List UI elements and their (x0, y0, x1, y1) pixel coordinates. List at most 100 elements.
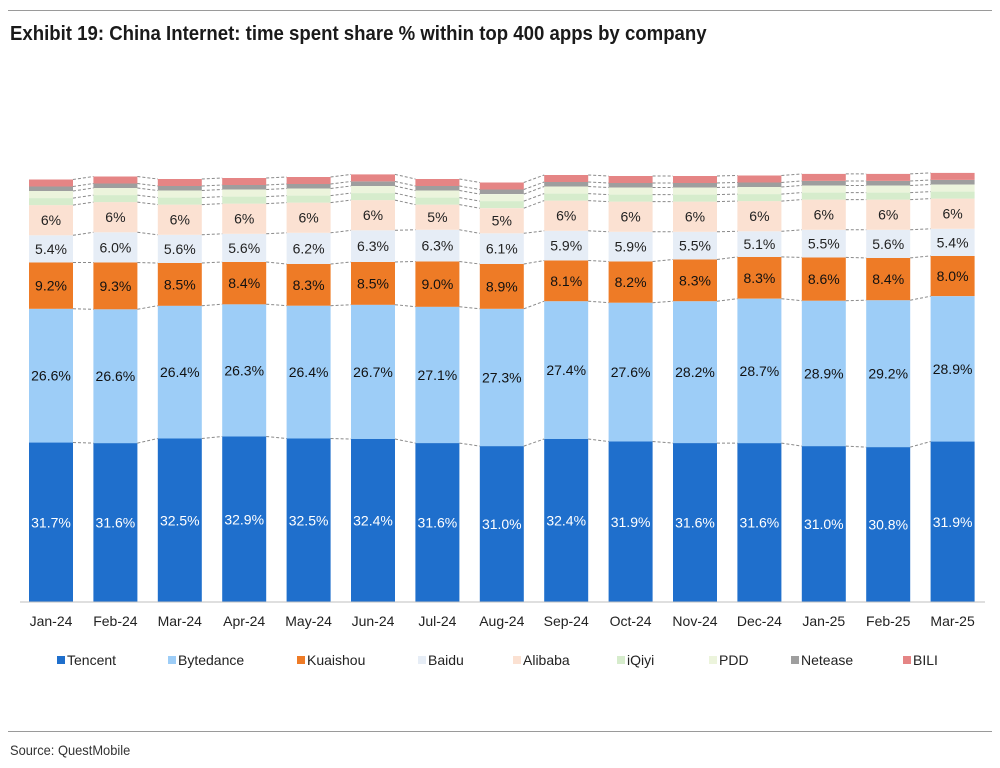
bar-segment-netease-sep-24 (544, 182, 589, 187)
connector-alibaba-7 (523, 200, 545, 209)
connector-iqiyi-6 (459, 197, 480, 202)
connector-alibaba-0 (72, 201, 94, 206)
bar-segment-baidu-feb-24 (93, 232, 138, 263)
connector-alibaba-4 (330, 199, 352, 204)
bar-segment-netease-jan-24 (29, 186, 73, 191)
x-axis: Jan-24 Feb-24 Mar-24 Apr-24 May-24 Jun-24 Jul-… (20, 601, 985, 629)
bar-segment-pdd-dec-24 (737, 187, 782, 194)
connector-bili-5 (394, 173, 416, 180)
bar-segment-bytedance-may-24 (286, 305, 331, 439)
connector-bili-7 (523, 174, 545, 183)
connector-kuaishou-1 (137, 262, 158, 264)
legend-label-iqiyi: iQiyi (627, 652, 655, 668)
data-label-kuaishou-may-24: 8.3% (293, 277, 325, 293)
data-label-baidu-mar-24: 5.6% (164, 241, 196, 257)
data-label-tencent-mar-25: 31.9% (933, 514, 973, 530)
bar-segment-bytedance-jan-24 (29, 308, 73, 443)
bar-segment-kuaishou-may-24 (286, 264, 331, 306)
data-label-alibaba-sep-24: 6% (556, 208, 576, 224)
connector-tencent-4 (330, 438, 352, 440)
data-label-kuaishou-mar-25: 8.0% (937, 268, 969, 284)
bar-segment-kuaishou-dec-24 (737, 256, 782, 299)
data-label-bytedance-jun-24: 26.7% (353, 364, 393, 380)
connector-tencent-7 (523, 438, 545, 447)
bar-segment-bili-jan-25 (801, 173, 846, 181)
legend-swatch-baidu (418, 656, 426, 664)
connector-baidu-2 (201, 233, 223, 236)
connector-alibaba-3 (266, 202, 287, 205)
connector-baidu-5 (394, 229, 416, 231)
data-label-alibaba-feb-24: 6% (105, 209, 125, 225)
bar-segment-bili-mar-25 (930, 172, 975, 180)
connector-kuaishou-4 (330, 261, 352, 265)
x-tick-label-dec-24: Dec-24 (737, 613, 782, 629)
bar-segment-bili-jan-24 (29, 179, 73, 187)
legend-item-iqiyi: iQiyi (617, 652, 654, 668)
legend-label-netease: Netease (801, 652, 854, 668)
data-label-baidu-nov-24: 5.5% (679, 238, 711, 254)
data-label-baidu-dec-24: 5.1% (743, 236, 775, 252)
x-tick-label-jul-24: Jul-24 (418, 613, 456, 629)
legend-item-pdd: PDD (709, 652, 749, 668)
data-label-bytedance-apr-24: 26.3% (224, 362, 264, 378)
bar-segment-tencent-dec-24 (737, 443, 782, 602)
legend-label-bili: BILI (913, 652, 938, 668)
data-label-kuaishou-sep-24: 8.1% (550, 273, 582, 289)
connector-netease-0 (72, 183, 94, 187)
bar-segment-alibaba-aug-24 (479, 208, 524, 234)
bar-segment-iqiyi-feb-24 (93, 195, 138, 203)
connector-bytedance-12 (845, 299, 867, 302)
connector-kuaishou-2 (201, 261, 223, 264)
bar-segment-tencent-feb-24 (93, 443, 138, 602)
connector-pdd-3 (266, 188, 287, 190)
bar-segment-tencent-jul-24 (415, 443, 460, 602)
connector-bytedance-10 (716, 298, 738, 302)
connector-tencent-9 (652, 441, 674, 444)
bar-segment-kuaishou-apr-24 (222, 262, 267, 305)
data-label-alibaba-nov-24: 6% (685, 209, 705, 225)
bar-segment-pdd-oct-24 (608, 187, 653, 195)
legend-item-baidu: Baidu (418, 652, 464, 668)
bar-segment-netease-jan-25 (801, 181, 846, 186)
legend-swatch-bili (903, 656, 911, 664)
bar-segment-baidu-dec-24 (737, 231, 782, 257)
connector-bytedance-5 (394, 304, 416, 308)
x-tick-label-apr-24: Apr-24 (223, 613, 265, 629)
data-label-kuaishou-jun-24: 8.5% (357, 275, 389, 291)
bar-segment-tencent-mar-25 (930, 441, 975, 602)
bar-segment-bili-jul-24 (415, 179, 460, 186)
connector-bytedance-11 (781, 298, 802, 302)
bar-segment-iqiyi-sep-24 (544, 193, 589, 201)
connector-baidu-7 (523, 230, 545, 234)
data-label-bytedance-oct-24: 27.6% (611, 364, 651, 380)
data-label-tencent-feb-25: 30.8% (868, 517, 908, 533)
data-label-bytedance-jul-24: 27.1% (418, 367, 458, 383)
connector-pdd-8 (588, 186, 609, 188)
bar-segment-iqiyi-jan-25 (801, 192, 846, 200)
legend-item-tencent: Tencent (57, 652, 116, 668)
bar-segment-iqiyi-may-24 (286, 195, 331, 203)
connector-kuaishou-8 (588, 260, 609, 262)
bar-segment-kuaishou-aug-24 (479, 264, 524, 309)
connector-pdd-13 (910, 184, 931, 186)
bottom-rule (8, 731, 992, 732)
source-note: Source: QuestMobile (10, 742, 131, 758)
connector-iqiyi-2 (201, 196, 223, 199)
connector-bili-0 (72, 176, 94, 180)
connector-bytedance-7 (523, 300, 545, 310)
bar-segment-iqiyi-apr-24 (222, 196, 267, 204)
connector-baidu-1 (137, 231, 158, 236)
bar-segment-bili-feb-25 (866, 173, 911, 181)
bar-segment-netease-oct-24 (608, 183, 653, 188)
connector-alibaba-2 (201, 203, 223, 206)
data-label-kuaishou-feb-24: 9.3% (99, 278, 131, 294)
connector-alibaba-8 (588, 200, 609, 203)
connector-iqiyi-7 (523, 193, 545, 202)
data-label-kuaishou-feb-25: 8.4% (872, 271, 904, 287)
bar-segment-bytedance-feb-25 (866, 300, 911, 448)
connector-bili-3 (266, 176, 287, 179)
bar-segment-alibaba-jan-25 (801, 199, 846, 230)
bar-segment-bili-jun-24 (351, 174, 395, 182)
data-label-baidu-aug-24: 6.1% (486, 241, 518, 257)
data-label-bytedance-dec-24: 28.7% (740, 363, 780, 379)
